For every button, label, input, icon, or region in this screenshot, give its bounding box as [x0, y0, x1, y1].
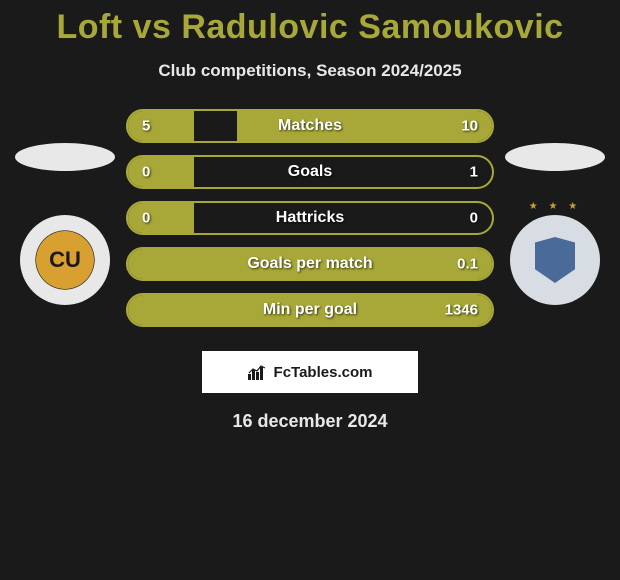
- stat-bar: 5 Matches 10: [126, 109, 494, 143]
- bar-value-right: 1: [470, 164, 478, 181]
- bar-label: Goals per match: [247, 255, 372, 273]
- bar-fill-left: [128, 111, 194, 141]
- bar-fill-left: [128, 203, 194, 233]
- bar-value-right: 0: [470, 210, 478, 227]
- date-label: 16 december 2024: [0, 411, 620, 432]
- bar-value-left: 0: [142, 164, 150, 181]
- main-row: CU 5Matches100Goals10Hattricks0Goals per…: [0, 109, 620, 339]
- bar-label: Matches: [278, 117, 342, 135]
- bar-fill-right: [237, 111, 492, 141]
- left-club-badge: CU: [20, 215, 110, 305]
- stat-bar: Goals per match 0.1: [126, 247, 494, 281]
- brand-footer[interactable]: FcTables.com: [202, 351, 418, 393]
- bar-value-left: 0: [142, 210, 150, 227]
- page-title: Loft vs Radulovic Samoukovic: [0, 8, 620, 47]
- right-player-photo-placeholder: [505, 143, 605, 171]
- stat-bar: 0 Goals 1: [126, 155, 494, 189]
- stat-bars: 5Matches100Goals10Hattricks0Goals per ma…: [120, 109, 500, 339]
- bar-label: Hattricks: [276, 209, 344, 227]
- left-player-column: CU: [10, 143, 120, 305]
- bar-value-right: 1346: [445, 302, 478, 319]
- bar-value-right: 0.1: [457, 256, 478, 273]
- stat-bar: 0 Hattricks 0: [126, 201, 494, 235]
- left-club-initials: CU: [36, 231, 94, 289]
- stat-bar: Min per goal 1346: [126, 293, 494, 327]
- bar-label: Goals: [288, 163, 332, 181]
- bar-value-right: 10: [461, 118, 478, 135]
- stars-icon: ★ ★ ★: [529, 201, 581, 212]
- right-club-badge: ★ ★ ★: [510, 215, 600, 305]
- shield-icon: [535, 237, 575, 283]
- bar-value-left: 5: [142, 118, 150, 135]
- left-player-photo-placeholder: [15, 143, 115, 171]
- bar-chart-icon: [248, 364, 268, 380]
- subtitle: Club competitions, Season 2024/2025: [0, 61, 620, 81]
- brand-label: FcTables.com: [274, 364, 373, 381]
- right-player-column: ★ ★ ★: [500, 143, 610, 305]
- bar-fill-left: [128, 157, 194, 187]
- bar-label: Min per goal: [263, 301, 357, 319]
- comparison-panel: Loft vs Radulovic Samoukovic Club compet…: [0, 0, 620, 432]
